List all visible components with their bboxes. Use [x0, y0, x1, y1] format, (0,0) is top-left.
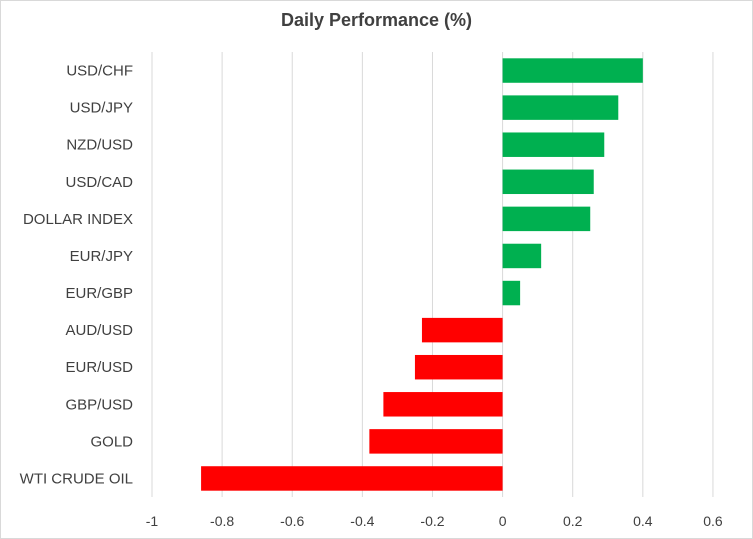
bar-eur-gbp: [502, 280, 521, 306]
x-tick-label: 0.6: [703, 513, 723, 529]
category-label: USD/CAD: [65, 174, 133, 191]
x-tick-label: 0: [499, 513, 507, 529]
chart-title: Daily Performance (%): [280, 10, 473, 30]
category-label: EUR/USD: [65, 359, 133, 376]
category-label: WTI CRUDE OIL: [20, 470, 133, 487]
x-tick-label: 0.2: [563, 513, 583, 529]
x-tick-label: -0.2: [420, 513, 444, 529]
bar-nzd-usd: [502, 132, 605, 157]
x-tick-label: -0.8: [210, 513, 234, 529]
category-label: EUR/GBP: [65, 285, 133, 302]
bar-usd-jpy: [502, 95, 619, 120]
x-tick-label: 0.4: [633, 513, 653, 529]
category-label: DOLLAR INDEX: [23, 211, 133, 228]
category-label: NZD/USD: [66, 137, 133, 154]
x-tick-label: -1: [146, 513, 159, 529]
category-label: GBP/USD: [65, 396, 133, 413]
bar-gbp-usd: [383, 392, 503, 417]
bar-usd-chf: [502, 58, 643, 83]
x-tick-label: -0.4: [350, 513, 374, 529]
bar-wti-crude-oil: [201, 466, 503, 491]
gridlines: [151, 52, 714, 497]
category-label: USD/CHF: [66, 63, 133, 80]
bar-eur-jpy: [502, 243, 542, 269]
category-labels: USD/CHF USD/JPY NZD/USD USD/CAD DOLLAR INDEX…: [20, 63, 134, 488]
bar-usd-cad: [502, 169, 594, 195]
category-label: AUD/USD: [65, 322, 133, 339]
bar-dollar-index: [502, 206, 591, 232]
bar-aud-usd: [421, 317, 503, 343]
category-label: EUR/JPY: [70, 248, 133, 265]
bar-eur-usd: [414, 354, 503, 380]
x-tick-labels: -1 -0.8 -0.6 -0.4 -0.2 0 0.2 0.4 0.6: [146, 513, 723, 529]
category-label: USD/JPY: [70, 100, 133, 117]
x-tick-label: -0.6: [280, 513, 304, 529]
bar-gold: [369, 429, 503, 454]
bars: [201, 58, 643, 491]
category-label: GOLD: [90, 433, 133, 450]
